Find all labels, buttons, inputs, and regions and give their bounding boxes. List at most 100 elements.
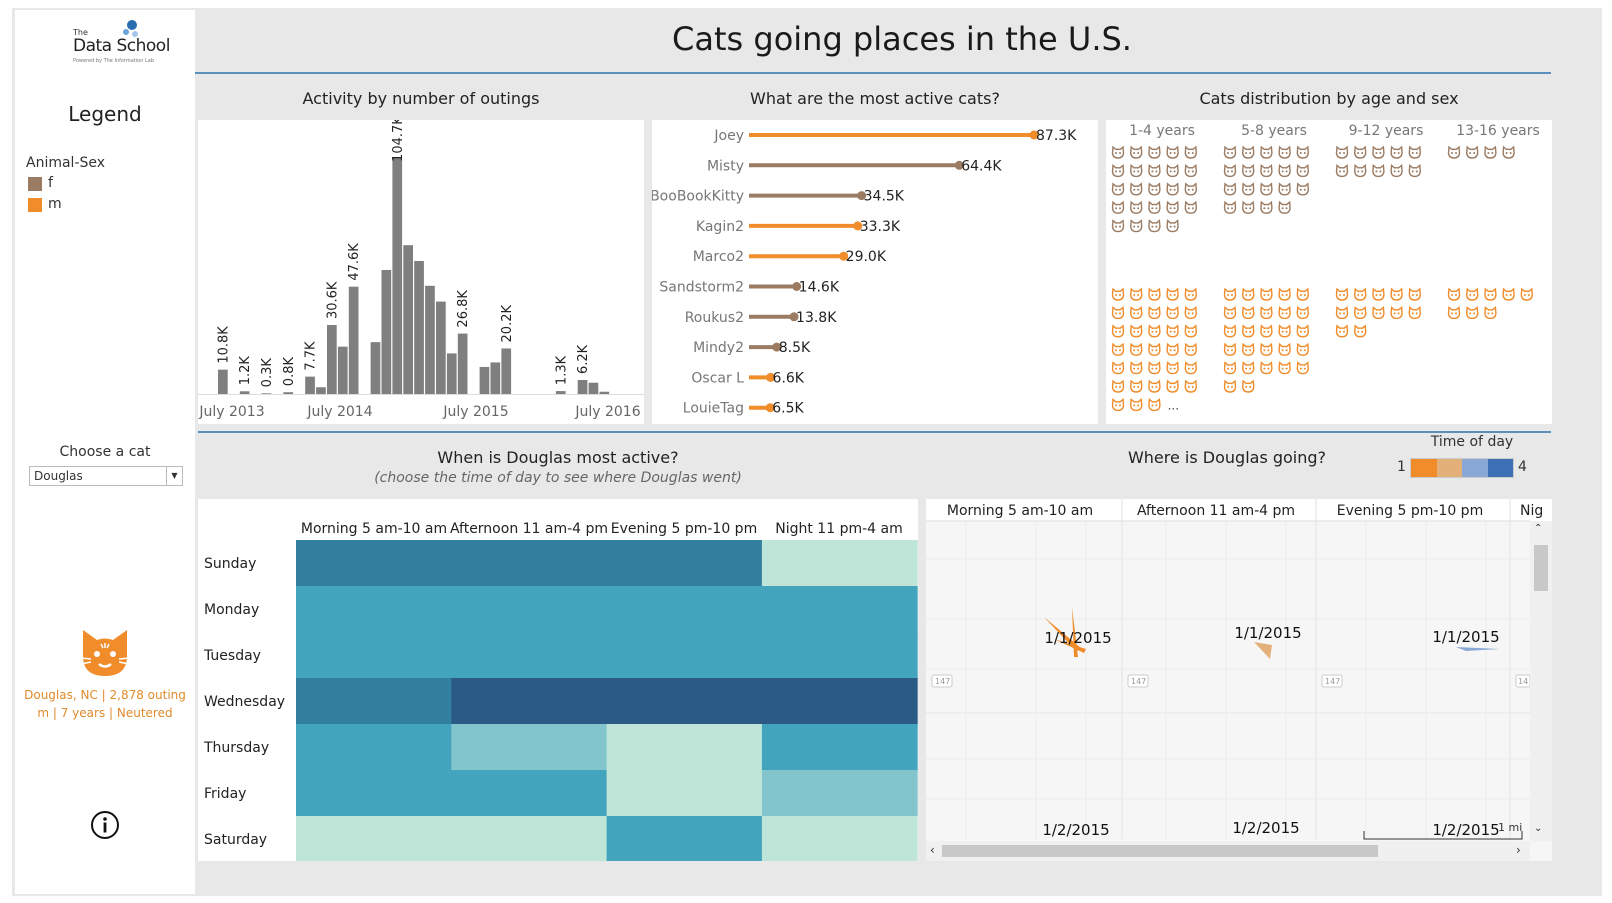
cat-face-icon xyxy=(80,630,130,676)
cat-icon xyxy=(1296,324,1310,338)
cat-icon xyxy=(1260,164,1273,178)
map-date-6: 1/2/2015 xyxy=(1432,821,1499,839)
cat-icon xyxy=(1111,361,1125,375)
heatmap-cell xyxy=(606,540,763,587)
heatmap-chart: Morning 5 am-10 am Afternoon 11 am-4 pm Ev… xyxy=(203,521,918,863)
cat-icon xyxy=(1372,145,1385,159)
age-group-label: 5-8 years xyxy=(1241,123,1307,139)
bar xyxy=(261,393,272,394)
bar-label: 104.7K xyxy=(391,120,406,162)
cat-icon xyxy=(1296,342,1310,356)
heatmap-cell xyxy=(761,540,918,587)
cat-icon xyxy=(1408,287,1422,301)
bar-label: 0.8K xyxy=(282,357,297,387)
bar xyxy=(316,387,326,394)
bar xyxy=(457,333,468,394)
heatmap-cell xyxy=(296,678,452,725)
heatmap-cell xyxy=(296,816,452,863)
cat-name-label: Marco2 xyxy=(693,249,744,265)
value-label: 6.5K xyxy=(772,401,804,417)
legend-label-f: f xyxy=(48,175,53,191)
cat-name-label: Kagin2 xyxy=(696,219,744,235)
cat-icon xyxy=(1447,306,1461,320)
cat-icon xyxy=(1390,306,1403,320)
scroll-up-icon[interactable]: ⌃ xyxy=(1534,523,1543,534)
overflow-ellipsis: ... xyxy=(1168,398,1179,412)
cat-icon xyxy=(1148,182,1161,196)
scroll-right-icon[interactable]: › xyxy=(1516,843,1521,857)
bar-label: 10.8K xyxy=(216,326,231,364)
cat-select[interactable]: Douglas ▼ xyxy=(29,466,183,486)
cat-icon xyxy=(1111,182,1125,196)
cat-icon xyxy=(1111,164,1125,178)
scroll-down-icon[interactable]: ⌄ xyxy=(1534,823,1543,834)
cat-icon xyxy=(1241,361,1255,375)
value-label: 8.5K xyxy=(779,340,811,356)
cat-icon xyxy=(1129,361,1143,375)
heatmap-cell xyxy=(451,724,608,771)
bar xyxy=(305,376,315,394)
map-vertical-thumb[interactable] xyxy=(1534,545,1548,591)
cat-icon xyxy=(1111,200,1125,214)
cat-icon xyxy=(1166,182,1179,196)
cat-icon xyxy=(1296,182,1310,196)
value-label: 6.6K xyxy=(773,370,805,386)
cat-icon xyxy=(1372,164,1385,178)
map-horizontal-thumb[interactable] xyxy=(942,845,1378,857)
cat-icon xyxy=(1148,342,1161,356)
cat-icon xyxy=(1353,306,1367,320)
cat-name-label: Sandstorm2 xyxy=(659,280,744,296)
dashboard: The Data School Powered by The Informati… xyxy=(12,8,1602,896)
distribution-panel: 1-4 years 5-8 years 9-12 years 13-16 years.… xyxy=(1106,120,1552,424)
cat-icon xyxy=(1408,145,1422,159)
map-vertical-scrollbar[interactable]: ⌃ ⌄ xyxy=(1530,521,1552,841)
dashboard-title: Cats going places in the U.S. xyxy=(672,20,1132,58)
map-panel[interactable]: 147 147 147 14 Morning 5 am-10 am Aftern… xyxy=(926,499,1552,861)
cat-icon xyxy=(1148,324,1161,338)
map-horizontal-scrollbar[interactable]: ‹ › xyxy=(926,841,1530,861)
cat-icon xyxy=(1166,219,1179,233)
bar xyxy=(218,369,228,394)
cat-info-line1: Douglas, NC | 2,878 outing xyxy=(24,688,186,702)
scroll-left-icon[interactable]: ‹ xyxy=(930,843,935,857)
bar-label: 26.8K xyxy=(456,290,471,328)
bar xyxy=(348,286,359,394)
cat-icon xyxy=(1353,324,1367,338)
cat-icon xyxy=(1502,145,1515,159)
chevron-down-icon[interactable]: ▼ xyxy=(166,467,182,485)
cat-icon xyxy=(1260,342,1273,356)
logo-dots-icon xyxy=(123,20,138,37)
cat-icon xyxy=(1241,145,1255,159)
road-label-2: 147 xyxy=(1131,677,1146,686)
bar-label: 20.2K xyxy=(500,305,515,343)
lollipop-dot xyxy=(765,403,775,413)
cat-icon xyxy=(1465,145,1479,159)
cat-icon xyxy=(1278,324,1291,338)
cat-icon xyxy=(1129,182,1143,196)
heatmap-panel: Morning 5 am-10 am Afternoon 11 am-4 pm Ev… xyxy=(198,499,918,863)
cat-icon xyxy=(1223,200,1237,214)
cat-icon xyxy=(1166,200,1179,214)
bar xyxy=(337,346,348,394)
bar-label: 7.7K xyxy=(304,341,319,371)
value-label: 64.4K xyxy=(961,158,1002,174)
time-of-day-legend[interactable] xyxy=(1410,458,1514,478)
cat-icon xyxy=(1111,306,1125,320)
map-date-2: 1/1/2015 xyxy=(1234,624,1301,642)
age-group-label: 1-4 years xyxy=(1129,123,1195,139)
cat-icon xyxy=(1184,200,1198,214)
cat-icon xyxy=(1278,361,1291,375)
active-cats-title: What are the most active cats? xyxy=(750,89,1000,108)
cat-icon xyxy=(1335,287,1349,301)
cat-icon xyxy=(1184,145,1198,159)
cat-icon xyxy=(1184,306,1198,320)
x-tick-label: July 2016 xyxy=(574,404,640,420)
info-icon[interactable] xyxy=(90,810,120,840)
cat-icon xyxy=(1296,145,1310,159)
cat-icon xyxy=(1223,306,1237,320)
cat-icon xyxy=(1129,306,1143,320)
map-date-4: 1/2/2015 xyxy=(1042,821,1109,839)
cat-icon xyxy=(1353,287,1367,301)
bar xyxy=(501,348,512,394)
cat-icon xyxy=(1184,361,1198,375)
